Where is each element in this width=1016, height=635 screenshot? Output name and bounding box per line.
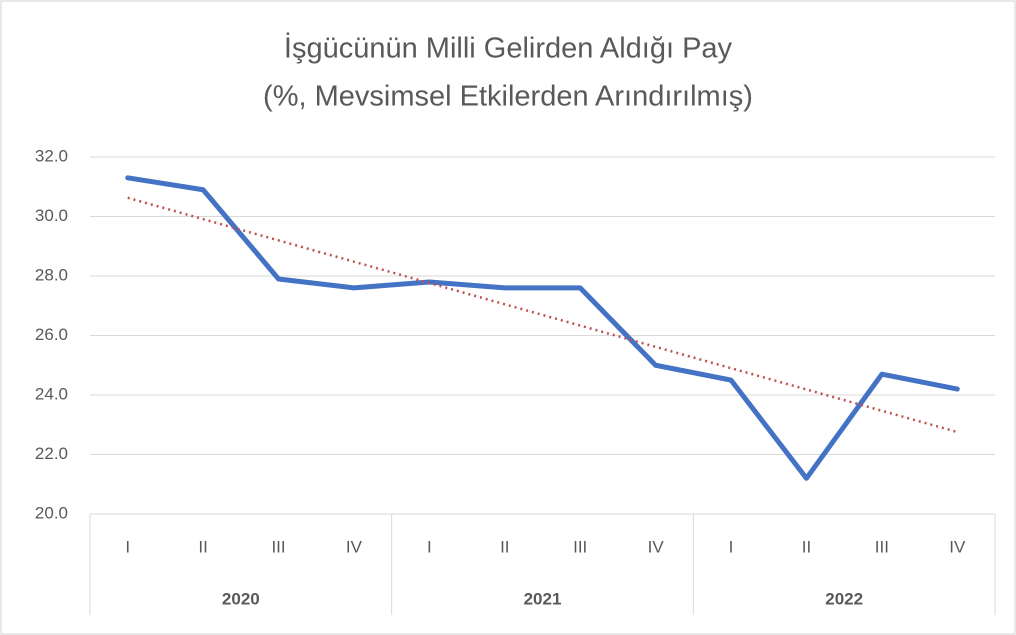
x-tick-label: I [427,537,432,556]
y-tick-label: 32.0 [35,146,68,165]
x-group-label: 2021 [524,589,562,608]
x-tick-label: I [729,537,734,556]
x-tick-label: II [198,537,207,556]
x-tick-label: III [271,537,285,556]
x-tick-label: IV [346,537,363,556]
x-tick-label: II [802,537,811,556]
x-tick-label: III [875,537,889,556]
y-tick-label: 30.0 [35,206,68,225]
x-tick-label: I [125,537,130,556]
y-tick-label: 22.0 [35,444,68,463]
chart-title: İşgücünün Milli Gelirden Aldığı Pay [284,32,733,65]
y-tick-label: 24.0 [35,384,68,403]
chart-subtitle: (%, Mevsimsel Etkilerden Arındırılmış) [263,81,753,113]
x-group-label: 2022 [825,589,863,608]
x-tick-label: IV [648,537,665,556]
y-tick-label: 20.0 [35,503,68,522]
line [125,175,960,481]
x-tick-label: IV [949,537,966,556]
y-tick-label: 28.0 [35,265,68,284]
x-tick-label: II [500,537,509,556]
y-tick-label: 26.0 [35,325,68,344]
x-tick-label: III [573,537,587,556]
x-group-label: 2020 [222,589,260,608]
